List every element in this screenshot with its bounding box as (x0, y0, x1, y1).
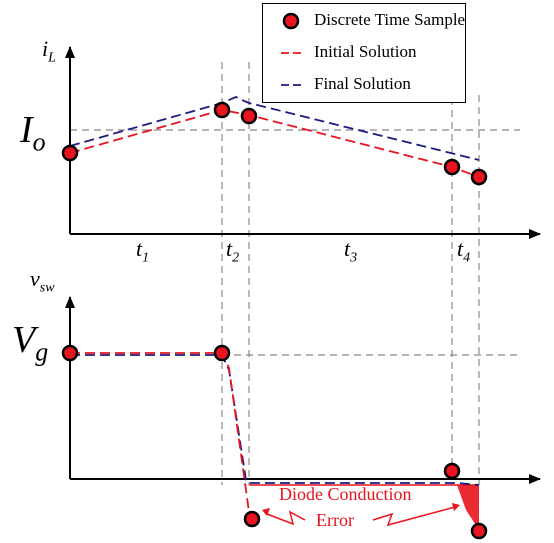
sample-point (243, 510, 261, 528)
sample-point (61, 344, 79, 362)
time-markers (221, 62, 480, 485)
il-axis-label: iL (42, 36, 56, 66)
t3-label: t3 (344, 236, 358, 266)
vg-label: Vg (12, 319, 49, 367)
il-final-solution-line (69, 96, 480, 161)
diode-conduction-label: Diode Conduction (279, 484, 412, 504)
il-initial-solution-line (69, 109, 480, 178)
sample-point (240, 107, 258, 125)
sample-point (61, 144, 79, 162)
legend: Discrete Time Sample Initial Solution Fi… (262, 3, 466, 103)
error-region (457, 485, 479, 530)
sample-point (470, 522, 488, 540)
sample-point (443, 158, 461, 176)
red-dash-icon (281, 52, 305, 54)
sample-point (213, 344, 231, 362)
blue-dash-icon (281, 84, 305, 86)
t1-label: t1 (136, 236, 150, 266)
sample-point (443, 462, 461, 480)
t2-label: t2 (226, 236, 240, 266)
sample-point (470, 168, 488, 186)
legend-final-label: Final Solution (314, 74, 411, 93)
error-label: Error (316, 510, 354, 530)
legend-item-initial: Initial Solution (263, 38, 465, 68)
vsw-final-solution-line (70, 354, 480, 486)
vsw-initial-solution-line (70, 352, 253, 521)
vsw-axis-label: vsw (30, 266, 55, 296)
error-arrowhead-right (452, 503, 460, 511)
error-arrowhead-left (262, 508, 270, 516)
legend-initial-label: Initial Solution (314, 42, 417, 61)
sample-marker-icon (282, 12, 300, 30)
error-arrow-right (372, 506, 456, 527)
legend-item-sample: Discrete Time Sample (263, 6, 465, 36)
io-label: Io (20, 109, 46, 157)
error-arrow-left (266, 510, 306, 526)
t4-label: t4 (457, 236, 471, 266)
sample-point (213, 101, 231, 119)
legend-item-final: Final Solution (263, 70, 465, 100)
legend-sample-label: Discrete Time Sample (314, 10, 466, 29)
